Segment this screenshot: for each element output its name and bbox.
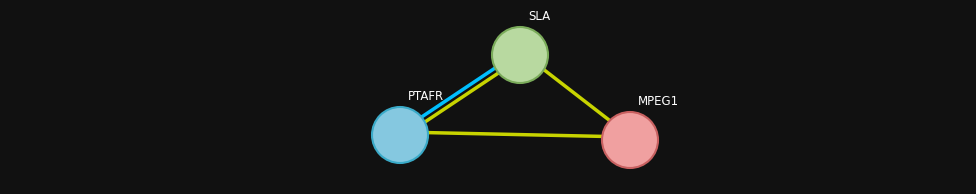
Text: PTAFR: PTAFR — [408, 90, 444, 103]
Text: MPEG1: MPEG1 — [638, 95, 679, 108]
Circle shape — [602, 112, 658, 168]
Circle shape — [372, 107, 428, 163]
Circle shape — [492, 27, 548, 83]
Text: SLA: SLA — [528, 10, 550, 23]
